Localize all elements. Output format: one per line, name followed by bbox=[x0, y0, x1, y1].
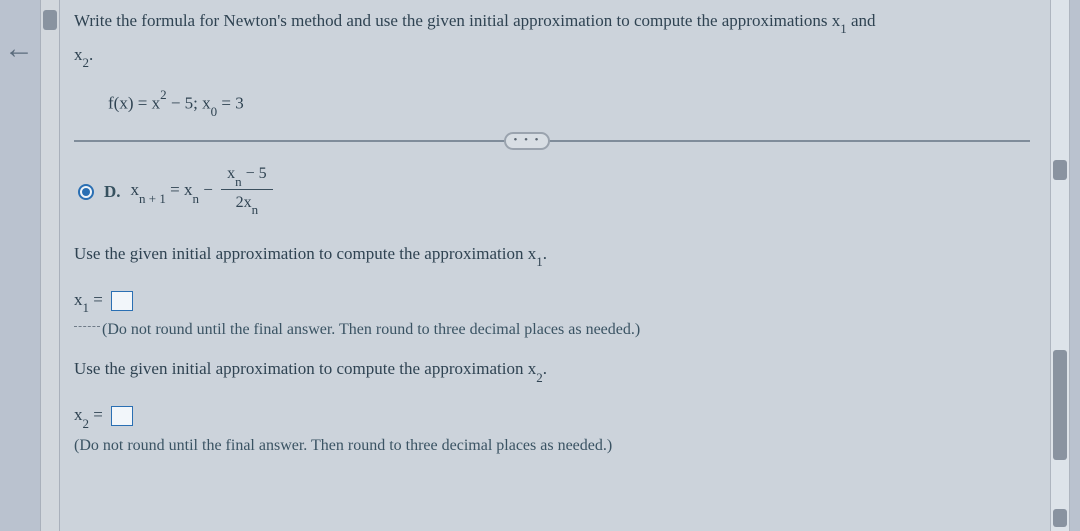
question-intro: Write the formula for Newton's method an… bbox=[74, 8, 1030, 36]
prompt1-pre: Use the given initial approximation to c… bbox=[74, 244, 536, 263]
ans2-pre: x bbox=[74, 405, 83, 424]
ans2-eq: = bbox=[89, 405, 107, 424]
scroll-thumb-right-main[interactable] bbox=[1053, 350, 1067, 460]
scrollbar-right[interactable] bbox=[1050, 0, 1070, 531]
lhs-sub: n + 1 bbox=[139, 191, 166, 206]
prompt-x2: Use the given initial approximation to c… bbox=[74, 356, 1030, 384]
hint1-text: (Do not round until the final answer. Th… bbox=[102, 321, 640, 338]
prompt-x1: Use the given initial approximation to c… bbox=[74, 241, 1030, 269]
prompt2-pre: Use the given initial approximation to c… bbox=[74, 359, 536, 378]
content-area: Write the formula for Newton's method an… bbox=[40, 0, 1070, 531]
scrollbar-left[interactable] bbox=[40, 0, 60, 531]
prompt1-post: . bbox=[543, 244, 547, 263]
prompt2-post: . bbox=[543, 359, 547, 378]
answer-x1-row: x1 = bbox=[74, 287, 1030, 315]
separator-row: • • • bbox=[74, 140, 1030, 154]
answer-x1-input[interactable] bbox=[111, 291, 133, 311]
ans1-eq: = bbox=[89, 290, 107, 309]
answer-x2-input[interactable] bbox=[111, 406, 133, 426]
hint-x2: (Do not round until the final answer. Th… bbox=[74, 434, 1030, 458]
lhs-mid: = x bbox=[166, 180, 193, 199]
answer-x2-row: x2 = bbox=[74, 402, 1030, 430]
prompt1-sub: 1 bbox=[536, 254, 543, 269]
scroll-thumb-right-top[interactable] bbox=[1053, 160, 1067, 180]
choice-letter: D. bbox=[104, 179, 121, 205]
den-pre: 2x bbox=[236, 194, 252, 211]
den-sub: n bbox=[252, 202, 259, 217]
func-sub: 0 bbox=[211, 104, 218, 119]
lhs-sub2: n bbox=[192, 191, 199, 206]
radio-dot-icon bbox=[82, 188, 90, 196]
lhs-post: − bbox=[199, 180, 217, 199]
intro-text-1: Write the formula for Newton's method an… bbox=[74, 11, 840, 30]
hint-x1: (Do not round until the final answer. Th… bbox=[74, 318, 1030, 342]
intro2-post: . bbox=[89, 45, 93, 64]
answer-choice-d[interactable]: D. xn + 1 = xn − xn − 5 2xn bbox=[78, 164, 1030, 218]
prompt2-sub: 2 bbox=[536, 370, 543, 385]
func-post: = 3 bbox=[217, 93, 244, 112]
intro-text-2: and bbox=[847, 11, 876, 30]
scroll-thumb-left[interactable] bbox=[43, 10, 57, 30]
scroll-thumb-right-bot[interactable] bbox=[1053, 509, 1067, 527]
ans2-sub: 2 bbox=[83, 416, 90, 431]
question-panel: Write the formula for Newton's method an… bbox=[60, 0, 1050, 531]
func-exp: 2 bbox=[160, 87, 167, 102]
intro2-pre: x bbox=[74, 45, 83, 64]
func-mid: − 5; x bbox=[167, 93, 211, 112]
choice-formula: xn + 1 = xn − xn − 5 2xn bbox=[131, 164, 277, 218]
num-post: − 5 bbox=[242, 165, 267, 182]
separator-line bbox=[74, 140, 1030, 142]
ans1-sub: 1 bbox=[83, 300, 90, 315]
lhs-pre: x bbox=[131, 180, 140, 199]
intro-sub-1: 1 bbox=[840, 21, 847, 36]
radio-d[interactable] bbox=[78, 184, 94, 200]
fraction-numerator: xn − 5 bbox=[221, 162, 273, 190]
dash-prefix-icon bbox=[74, 326, 100, 327]
ans1-pre: x bbox=[74, 290, 83, 309]
func-pre: f(x) = x bbox=[108, 93, 160, 112]
expand-button[interactable]: • • • bbox=[504, 132, 550, 150]
num-sub: n bbox=[235, 174, 242, 189]
question-intro-line2: x2. bbox=[74, 42, 1030, 70]
num-pre: x bbox=[227, 165, 235, 182]
fraction: xn − 5 2xn bbox=[221, 162, 273, 216]
function-definition: f(x) = x2 − 5; x0 = 3 bbox=[108, 88, 1030, 119]
fraction-denominator: 2xn bbox=[221, 190, 273, 217]
back-button[interactable]: ← bbox=[4, 32, 34, 62]
intro2-sub: 2 bbox=[83, 55, 90, 70]
